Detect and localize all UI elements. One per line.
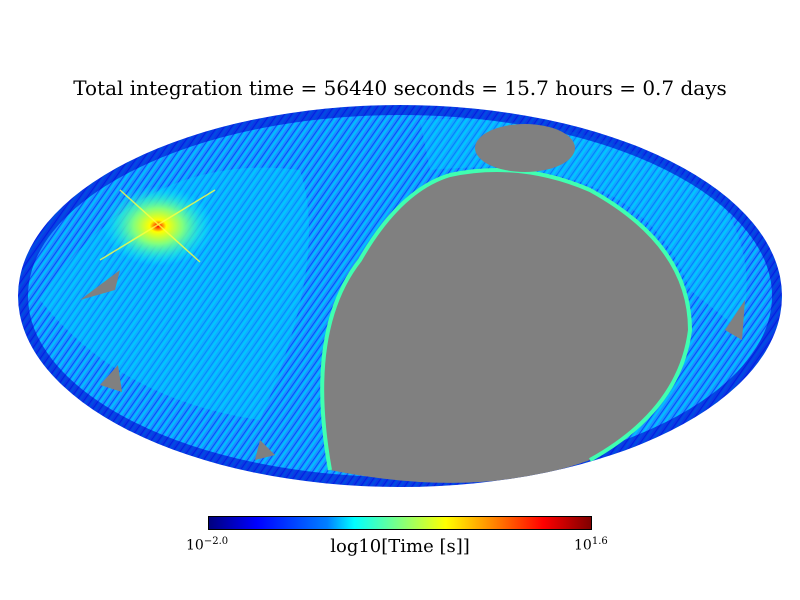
hotspot (103, 186, 213, 266)
chart-title: Total integration time = 56440 seconds =… (73, 76, 727, 100)
masked-region-small (80, 270, 120, 300)
masked-region-small (100, 365, 122, 392)
masked-region (322, 170, 690, 483)
masked-region-small (475, 124, 575, 172)
masked-region-small (725, 300, 745, 340)
colorbar-min-label: 10−2.0 (186, 536, 229, 554)
colorbar-max-label: 101.6 (574, 536, 608, 554)
coverage-band (420, 119, 747, 330)
masked-region-small (255, 440, 275, 460)
colorbar-label: log10[Time [s]] (330, 536, 470, 557)
colorbar (208, 516, 592, 530)
